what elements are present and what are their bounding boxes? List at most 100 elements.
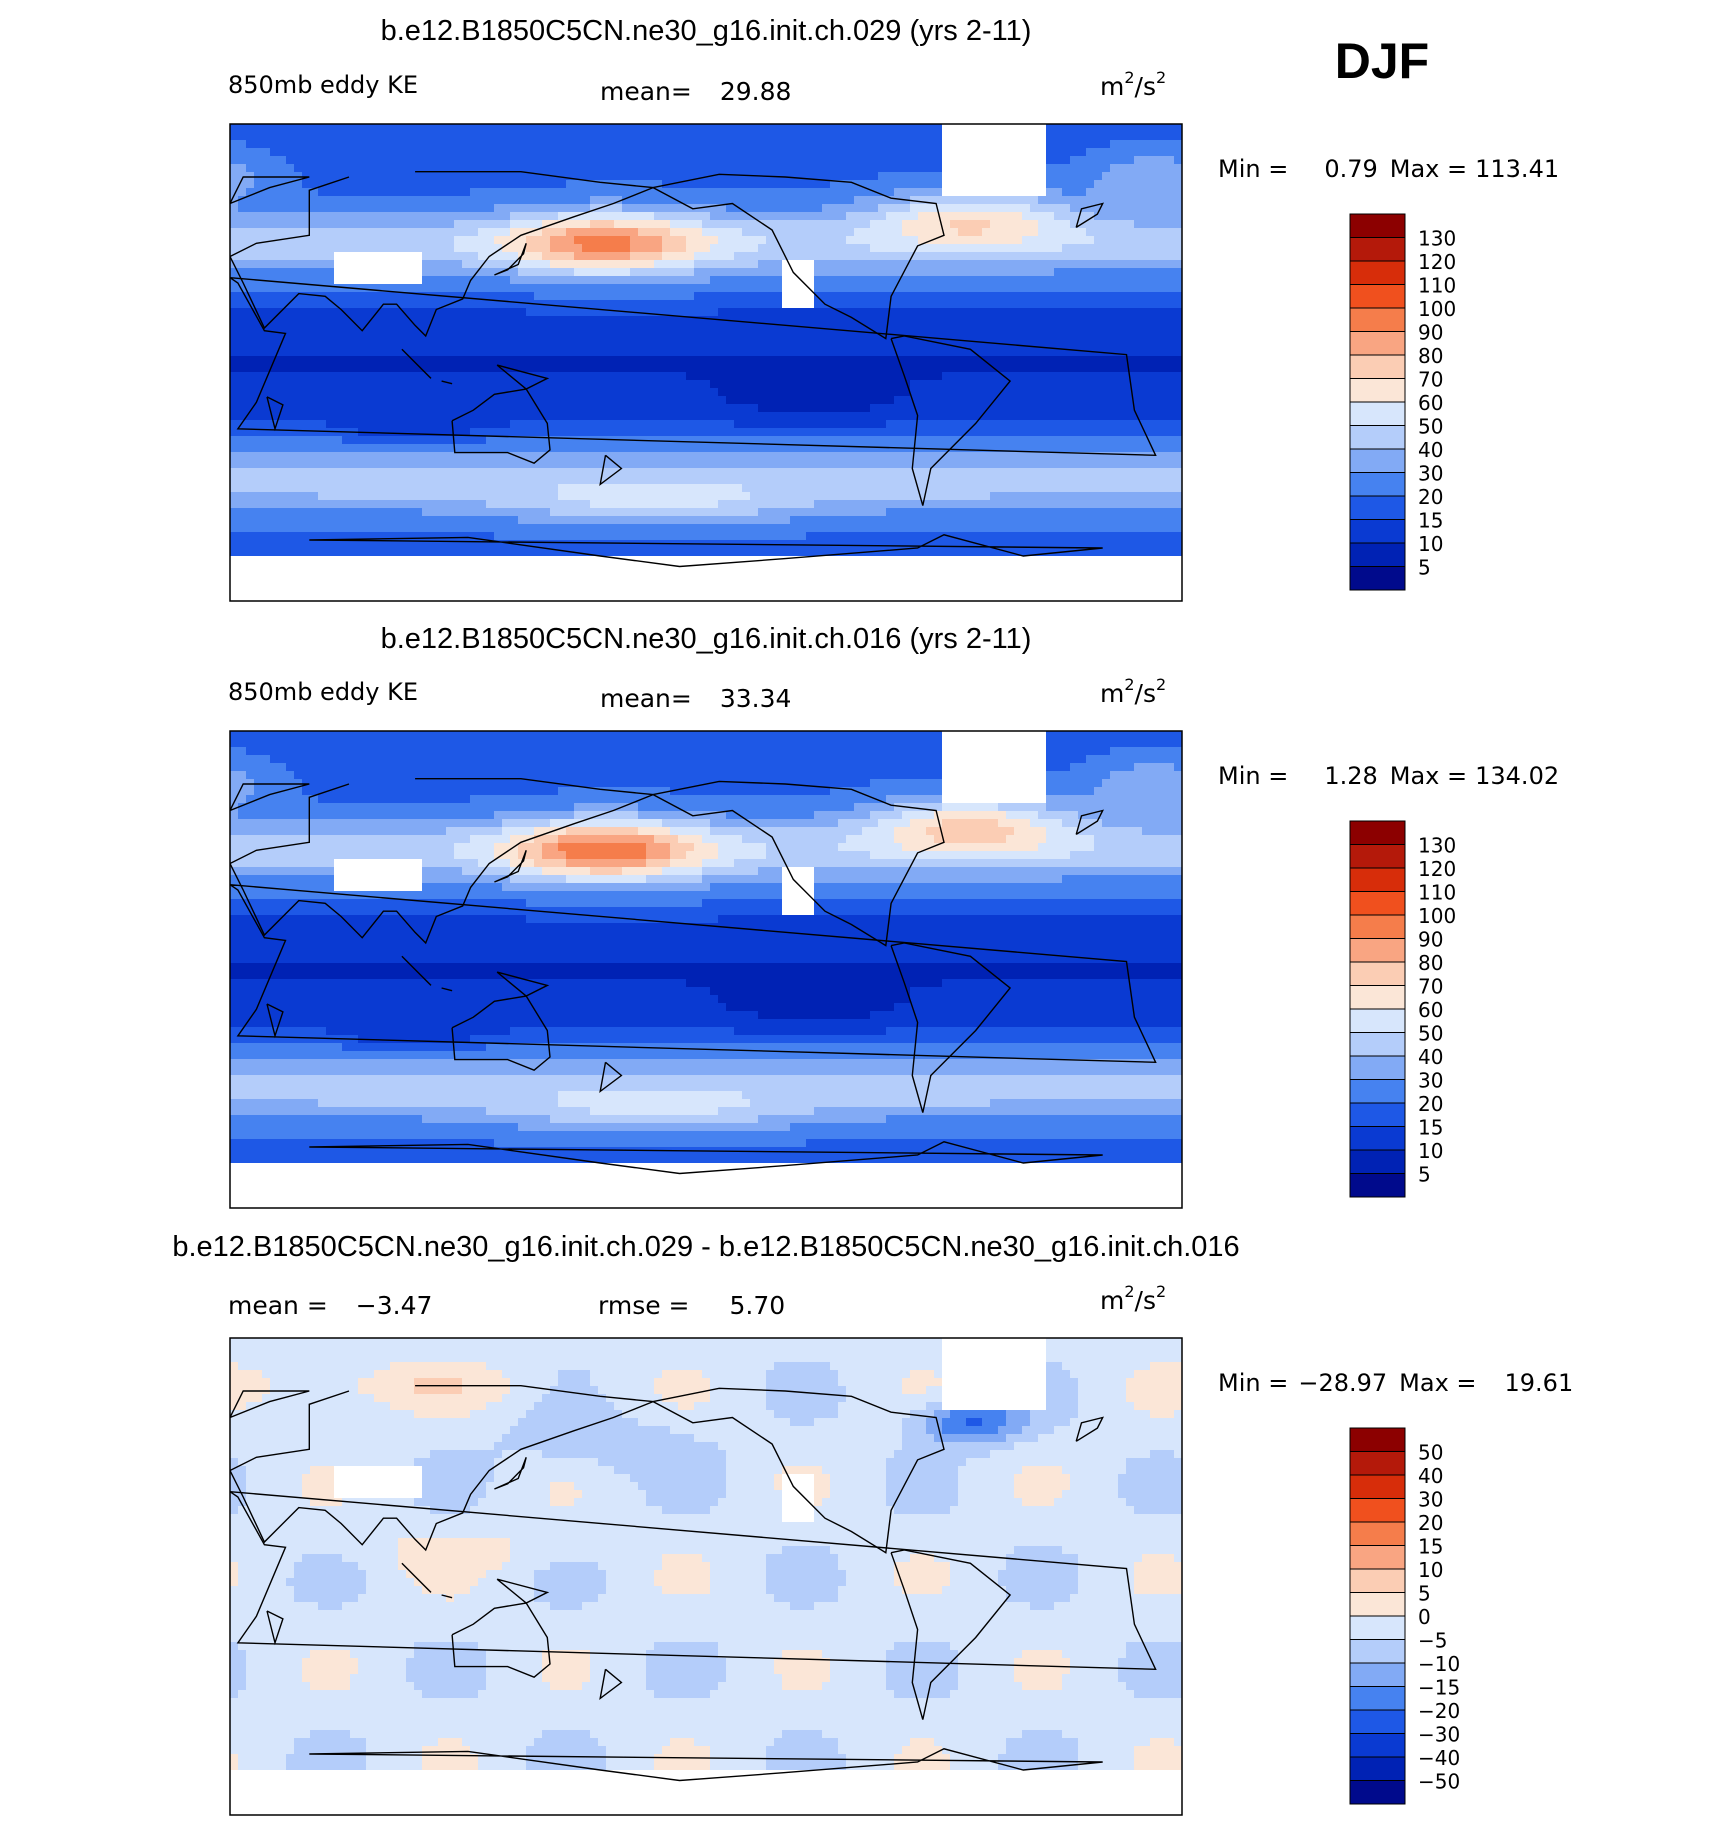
heatmap-cell [534,396,543,405]
heatmap-cell [982,404,991,413]
heatmap-cell [366,284,375,293]
heatmap-cell [870,228,879,237]
heatmap-cell [550,188,559,197]
heatmap-cell [462,276,471,285]
heatmap-cell [494,412,503,421]
heatmap-cell [430,268,439,277]
heatmap-cell [390,364,399,373]
heatmap-cell [862,252,871,261]
heatmap-cell [1086,220,1095,229]
heatmap-cell [590,372,599,381]
heatmap-cell [966,444,975,453]
heatmap-cell [1174,156,1182,165]
heatmap-cell [582,204,591,213]
heatmap-cell [582,228,591,237]
heatmap-cell [518,428,527,437]
heatmap-cell [422,140,431,149]
heatmap-cell [1126,308,1135,317]
heatmap-cell [1110,356,1119,365]
heatmap-cell [670,236,679,245]
heatmap-cell [886,412,895,421]
heatmap-cell [934,284,943,293]
heatmap-cell [974,404,983,413]
heatmap-cell [318,268,327,277]
heatmap-cell [1102,196,1111,205]
heatmap-cell [1102,356,1111,365]
heatmap-cell [654,220,663,229]
heatmap-cell [654,268,663,277]
heatmap-cell [814,348,823,357]
heatmap-cell [750,404,759,413]
heatmap-cell [590,388,599,397]
heatmap-cell [678,148,687,157]
heatmap-cell [742,340,751,349]
heatmap-cell [526,420,535,429]
heatmap-cell [830,300,839,309]
heatmap-cell [662,132,671,141]
heatmap-cell [918,380,927,389]
heatmap-cell [1006,412,1015,421]
heatmap-cell [902,124,911,133]
heatmap-cell [574,180,583,189]
heatmap-cell [790,284,799,293]
heatmap-cell [774,364,783,373]
heatmap-cell [774,396,783,405]
heatmap-cell [1078,356,1087,365]
heatmap-cell [534,348,543,357]
heatmap-cell [798,260,807,269]
heatmap-cell [526,308,535,317]
heatmap-cell [446,140,455,149]
heatmap-cell [518,420,527,429]
heatmap-cell [718,236,727,245]
heatmap-cell [830,268,839,277]
heatmap-cell [614,348,623,357]
heatmap-cell [998,404,1007,413]
heatmap-cell [462,204,471,213]
heatmap-cell [886,244,895,253]
heatmap-cell [534,308,543,317]
heatmap-cell [374,196,383,205]
heatmap-cell [566,268,575,277]
heatmap-cell [966,356,975,365]
heatmap-cell [718,332,727,341]
heatmap-cell [398,316,407,325]
heatmap-cell [814,340,823,349]
heatmap-cell [614,148,623,157]
heatmap-cell [574,452,583,461]
heatmap-cell [494,188,503,197]
heatmap-cell [1054,276,1063,285]
heatmap-cell [446,228,455,237]
heatmap-cell [830,372,839,381]
heatmap-cell [694,212,703,221]
heatmap-cell [1086,164,1095,173]
heatmap-cell [838,332,847,341]
heatmap-cell [662,188,671,197]
heatmap-cell [286,316,295,325]
heatmap-cell [830,412,839,421]
heatmap-cell [894,132,903,141]
heatmap-cell [598,172,607,181]
heatmap-cell [702,396,711,405]
heatmap-cell [942,252,951,261]
heatmap-cell [518,436,527,445]
heatmap-cell [438,172,447,181]
heatmap-cell [782,244,791,253]
heatmap-cell [438,124,447,133]
heatmap-cell [246,284,255,293]
heatmap-cell [406,380,415,389]
heatmap-cell [534,252,543,261]
heatmap-cell [686,380,695,389]
heatmap-cell [358,180,367,189]
heatmap-cell [1046,428,1055,437]
heatmap-cell [478,340,487,349]
heatmap-cell [1102,412,1111,421]
heatmap-cell [1110,388,1119,397]
heatmap-cell [1174,228,1182,237]
heatmap-cell [526,252,535,261]
heatmap-cell [638,124,647,133]
heatmap-cell [1174,348,1182,357]
heatmap-cell [310,404,319,413]
heatmap-cell [718,252,727,261]
heatmap-cell [606,356,615,365]
heatmap-cell [990,308,999,317]
